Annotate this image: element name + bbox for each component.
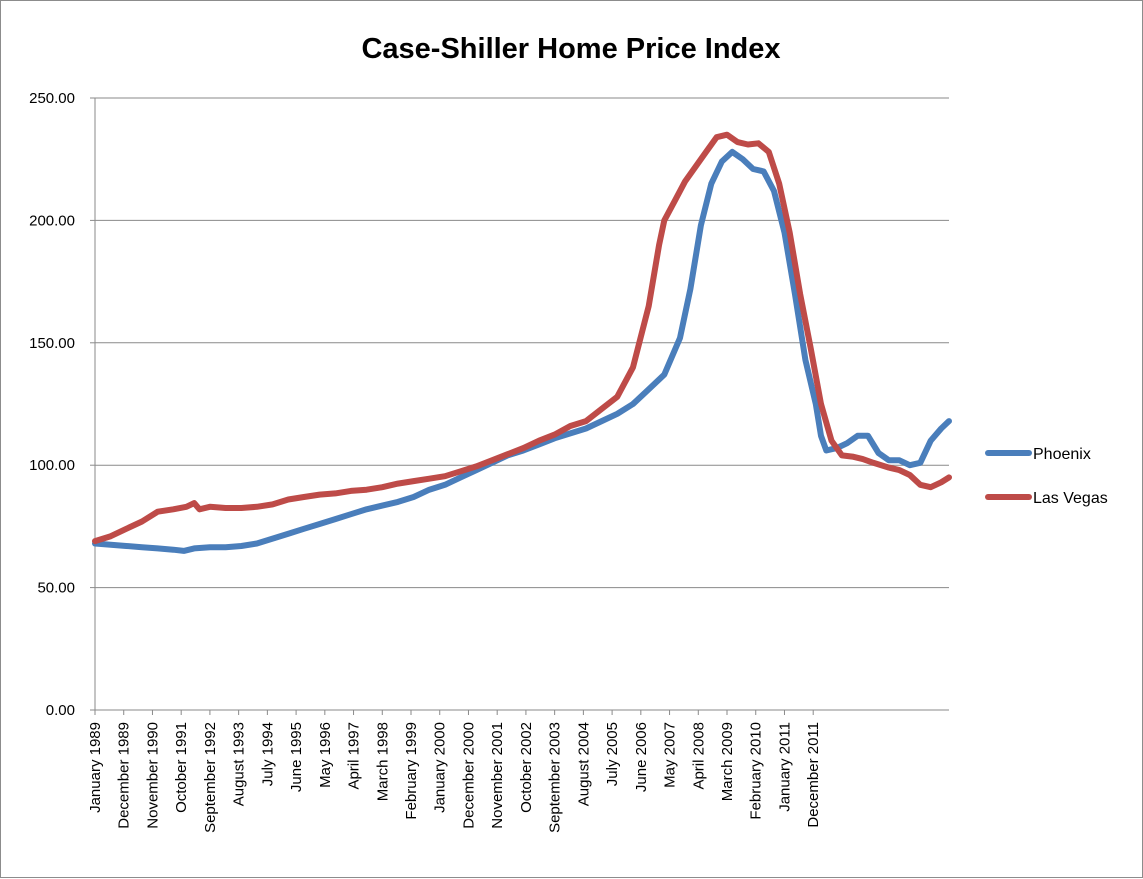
y-tick-label-2: 100.00 xyxy=(29,457,75,474)
x-tick-label-0: January 1989 xyxy=(87,722,104,813)
chart-title: Case-Shiller Home Price Index xyxy=(361,33,780,65)
legend-label-las-vegas: Las Vegas xyxy=(1033,490,1108,507)
x-tick-label-22: March 2009 xyxy=(719,722,736,801)
series-line-phoenix xyxy=(92,148,952,554)
legend: Phoenix Las Vegas xyxy=(985,446,1108,507)
x-tick-label-24: January 2011 xyxy=(776,722,793,812)
series-line-las-vegas xyxy=(92,131,952,545)
y-tick-label-4: 200.00 xyxy=(29,212,75,229)
x-tick-label-14: November 2001 xyxy=(489,722,506,829)
x-tick-label-13: December 2000 xyxy=(460,722,477,829)
x-tick-label-17: August 2004 xyxy=(575,722,592,806)
legend-label-phoenix: Phoenix xyxy=(1033,446,1091,463)
x-tick-label-6: July 1994 xyxy=(259,722,276,786)
x-tick-label-21: April 2008 xyxy=(690,722,707,790)
y-axis-tick-labels: 0.00 50.00 100.00 150.00 200.00 250.00 xyxy=(29,90,75,719)
x-tick-label-11: February 1999 xyxy=(403,722,420,820)
gridlines xyxy=(95,97,949,589)
x-tick-label-25: December 2011 xyxy=(805,722,822,828)
series-lines xyxy=(92,131,952,554)
x-tick-label-15: October 2002 xyxy=(518,722,535,813)
x-tick-label-7: June 1995 xyxy=(288,722,305,792)
x-tick-label-3: October 1991 xyxy=(173,722,190,813)
x-tick-label-12: January 2000 xyxy=(432,722,449,813)
x-tick-label-4: September 1992 xyxy=(202,722,219,833)
x-tick-label-9: April 1997 xyxy=(346,722,363,790)
x-tick-label-18: July 2005 xyxy=(604,722,621,786)
y-tick-label-1: 50.00 xyxy=(37,580,75,597)
x-tick-label-8: May 1996 xyxy=(317,722,334,788)
x-tick-label-1: December 1989 xyxy=(116,722,133,829)
y-tick-label-0: 0.00 xyxy=(46,702,75,719)
x-axis-tick-labels: January 1989 December 1989 November 1990 Oc… xyxy=(87,722,822,833)
x-tick-label-19: June 2006 xyxy=(633,722,650,792)
y-tick-label-5: 250.00 xyxy=(29,90,75,107)
x-tick-label-10: March 1998 xyxy=(374,722,391,801)
x-tick-label-2: November 1990 xyxy=(144,722,161,829)
y-tick-label-3: 150.00 xyxy=(29,335,75,352)
x-tick-label-20: May 2007 xyxy=(662,722,679,788)
x-tick-label-23: February 2010 xyxy=(748,722,765,820)
x-tick-label-16: September 2003 xyxy=(547,722,564,833)
axes xyxy=(90,97,949,715)
x-tick-label-5: August 1993 xyxy=(231,722,248,806)
